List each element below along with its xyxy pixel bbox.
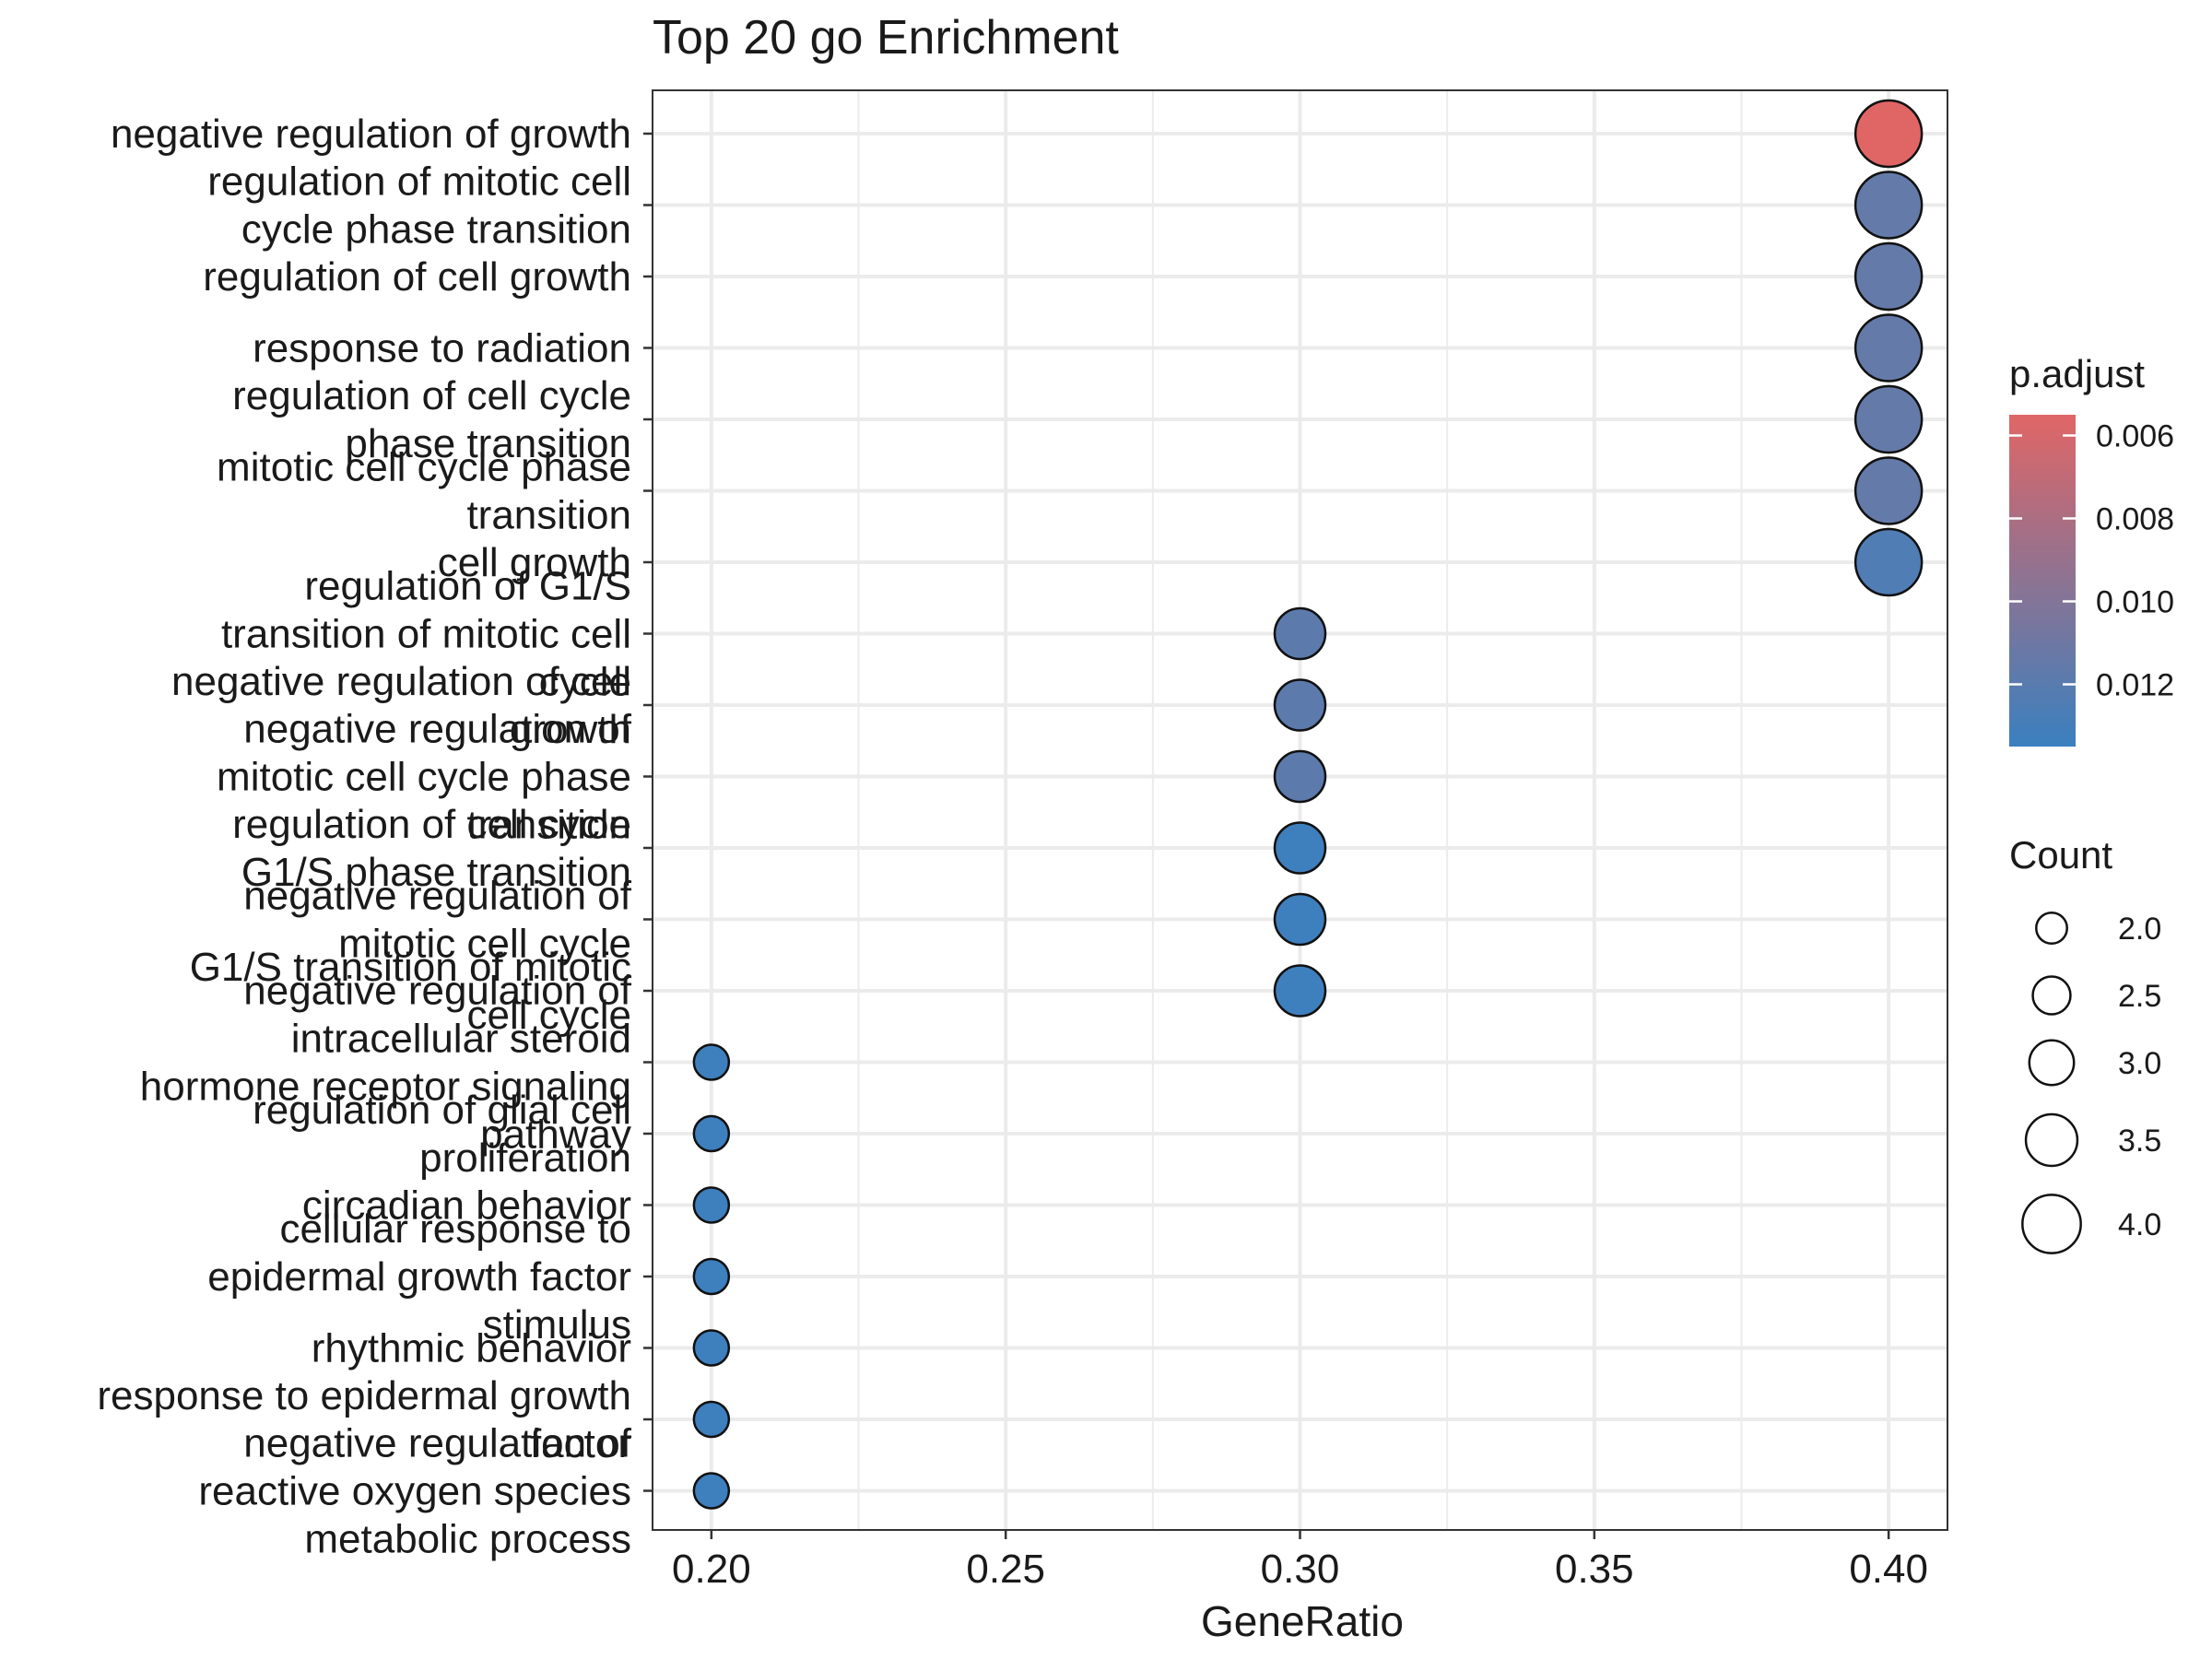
data-point [1853, 456, 1924, 525]
data-point [692, 1400, 731, 1439]
x-tick-label: 0.40 [1849, 1547, 1928, 1592]
y-axis-term-labels: negative regulation of growthregulation … [97, 112, 653, 1562]
data-point [1853, 241, 1924, 312]
y-tick-label: response to radiation [253, 326, 631, 371]
plot-panel [652, 89, 1948, 1531]
y-tick-label: G1/S transition of mitotic cell cycle [190, 945, 631, 1038]
data-point [1273, 606, 1327, 661]
p-adjust-legend: p.adjust 0.006 0.008 0.010 0.012 [2009, 352, 2174, 747]
data-point [692, 1114, 731, 1153]
count-legend-label: 3.5 [2118, 1124, 2161, 1159]
y-tick-label: regulation of cell cycle phase transition [232, 373, 631, 466]
data-point [692, 1472, 731, 1510]
y-tick-label: regulation of G1/S transition of mitotic … [221, 564, 631, 705]
x-axis-title: GeneRatio [1201, 1597, 1404, 1645]
y-tick-label: negative regulation of mitotic cell cycle [243, 874, 632, 967]
count-legend-key [2028, 1039, 2076, 1087]
x-tick-label: 0.30 [1261, 1547, 1340, 1592]
y-tick-label: circadian behavior [302, 1183, 631, 1229]
y-tick-label: rhythmic behavior [312, 1326, 631, 1371]
y-tick-label: negative regulation of mitotic cell cycle… [217, 707, 632, 848]
y-tick-label: negative regulation of reactive oxygen sp… [198, 1421, 631, 1562]
count-legend-key [2035, 912, 2068, 945]
y-tick-label: negative regulation of cell growth [171, 659, 631, 752]
data-point [1853, 99, 1924, 169]
p-adjust-legend-title: p.adjust [2009, 352, 2145, 395]
y-tick-label: response to epidermal growth factor [97, 1373, 631, 1466]
data-point [692, 1043, 731, 1081]
p-adjust-colorbar [2009, 415, 2076, 747]
count-legend-label: 2.0 [2118, 912, 2161, 947]
count-legend-key [2021, 1194, 2082, 1254]
y-tick-label: regulation of cell cycle G1/S phase trans… [232, 802, 631, 895]
colorbar-tick-label: 0.006 [2096, 419, 2174, 454]
y-tick-label: regulation of cell growth [203, 254, 631, 300]
x-tick-label: 0.20 [672, 1547, 751, 1592]
data-point [1853, 313, 1924, 382]
x-tick-label: 0.35 [1555, 1547, 1634, 1592]
y-tick-label: mitotic cell cycle phase transition [217, 445, 631, 538]
y-tick-label: negative regulation of growth [111, 112, 631, 157]
data-point [1853, 527, 1924, 597]
data-point [1853, 171, 1924, 240]
data-point [1273, 749, 1327, 804]
x-axis: 0.20 0.25 0.30 0.35 0.40 [672, 1530, 1928, 1592]
colorbar-tick-label: 0.008 [2096, 502, 2174, 537]
data-point [692, 1257, 731, 1296]
count-legend-label: 3.0 [2118, 1046, 2161, 1081]
y-tick-label: cell growth [438, 540, 631, 585]
data-point [1273, 678, 1327, 732]
colorbar-tick-label: 0.010 [2096, 585, 2174, 620]
data-point [1853, 384, 1924, 454]
chart-title: Top 20 go Enrichment [653, 11, 1119, 65]
colorbar-tick-label: 0.012 [2096, 668, 2174, 703]
count-legend-key [2031, 975, 2072, 1016]
data-point [692, 1186, 731, 1224]
y-tick-label: cellular response to epidermal growth fac… [207, 1206, 631, 1347]
y-tick-label: regulation of glial cell proliferation [253, 1088, 631, 1181]
data-point [1273, 892, 1327, 947]
data-point [1273, 821, 1327, 875]
count-legend-title: Count [2009, 833, 2112, 877]
count-legend-label: 2.5 [2118, 979, 2161, 1014]
count-legend-label: 4.0 [2118, 1207, 2161, 1242]
data-point [1273, 964, 1327, 1018]
data-point [692, 1329, 731, 1367]
y-tick-label: regulation of mitotic cell cycle phase tr… [207, 159, 631, 253]
count-legend-key [2024, 1112, 2079, 1168]
x-tick-label: 0.25 [966, 1547, 1045, 1592]
y-tick-label: negative regulation of intracellular ster… [140, 969, 632, 1158]
